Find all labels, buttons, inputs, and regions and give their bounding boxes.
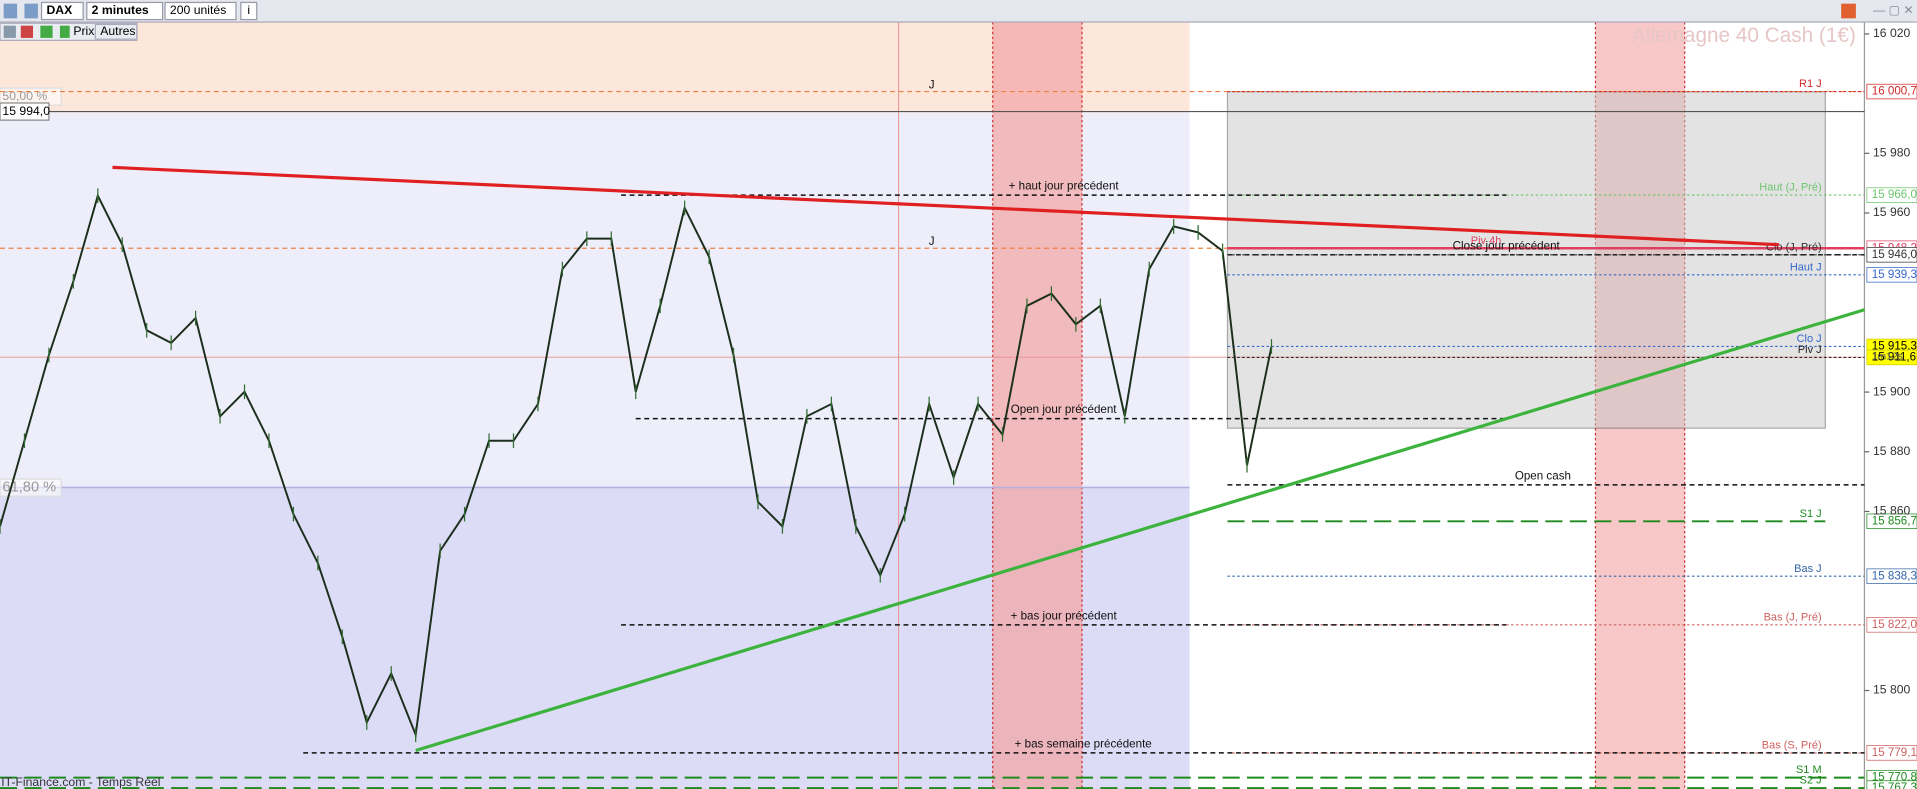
- level-name: Piv J: [1798, 344, 1822, 356]
- annotation: Open cash: [1515, 469, 1571, 482]
- left-label-box: [0, 102, 50, 121]
- annotation: Open jour précédent: [1011, 403, 1118, 416]
- annotation: J: [929, 235, 935, 248]
- level-price: 15 939,3: [1872, 268, 1917, 281]
- icon[interactable]: [3, 25, 16, 38]
- level-name: Bas (J, Pré): [1764, 611, 1822, 623]
- level-price: 15 838,3: [1872, 569, 1917, 582]
- level-name: S2 J: [1800, 775, 1822, 787]
- icon[interactable]: [20, 25, 34, 38]
- trendline: [112, 165, 1779, 247]
- level-price: 15 856,7: [1872, 514, 1917, 527]
- annotation: Close jour précédent: [1453, 239, 1561, 252]
- level-name: Bas J: [1794, 563, 1822, 575]
- level-name: Piv 4h: [1471, 235, 1502, 247]
- level-price: 15 822,0: [1872, 618, 1917, 631]
- left-label: 15 994,0: [2, 104, 50, 118]
- level-price-box: [1866, 780, 1917, 789]
- level-name: Bas (S, Pré): [1762, 739, 1822, 751]
- level-price: 15 767,3: [1872, 781, 1917, 789]
- toolbar: [0, 0, 1917, 23]
- level-price: 15 946,0: [1872, 248, 1917, 261]
- level-name: Clo (J, Pré): [1766, 241, 1822, 253]
- trendline: [415, 308, 1865, 753]
- price-axis: [1864, 22, 1917, 789]
- y-tick-label: 15 900: [1873, 384, 1911, 398]
- window-min[interactable]: — ▢ ✕: [1873, 3, 1914, 17]
- units-select[interactable]: [164, 1, 237, 21]
- level-name: R1 J: [1799, 78, 1822, 90]
- level-price: 15 779,1: [1872, 746, 1917, 759]
- level-price-box: [1866, 267, 1917, 283]
- level-price: 15 915,3: [1872, 339, 1917, 352]
- y-tick-label: 15 880: [1873, 444, 1911, 458]
- level-price: 16 000,7: [1872, 85, 1917, 98]
- button-frame: [94, 23, 138, 40]
- info: i: [247, 3, 250, 17]
- zone-fib: [0, 485, 1190, 789]
- plot: Allemagne 40 Cash (1€) 50,00 %15 994,0 61,…: [0, 24, 1917, 789]
- level-price-box: [1866, 745, 1917, 761]
- zone-peach: [0, 22, 1190, 113]
- level-price-box: [1866, 83, 1917, 100]
- timeframe: 2 minutes: [92, 3, 149, 17]
- level-name: Haut (J, Pré): [1759, 182, 1821, 194]
- icon[interactable]: [59, 25, 70, 38]
- chart-title: Allemagne 40 Cash (1€): [1632, 24, 1856, 47]
- y-tick-label: 15 860: [1873, 504, 1911, 518]
- timeframe-select[interactable]: [86, 1, 164, 21]
- icon[interactable]: [3, 3, 18, 19]
- level-price-box: [1866, 513, 1917, 530]
- level-price-box: [1866, 349, 1917, 366]
- button-autres[interactable]: Autres: [100, 24, 135, 38]
- annotation: + haut jour précédent: [1009, 180, 1120, 193]
- level-price: 15 911,6: [1872, 351, 1916, 364]
- y-tick-label: 15 800: [1873, 683, 1911, 697]
- y-tick-label: 16 020: [1873, 26, 1911, 40]
- countdown: 1m12s: [1872, 352, 1903, 363]
- level-name: Haut J: [1790, 261, 1822, 273]
- annotation: + bas semaine précédente: [1015, 737, 1152, 750]
- level-name: S1 J: [1800, 508, 1822, 520]
- left-label: 61,80 %: [2, 479, 56, 495]
- level-price-box: [1866, 187, 1917, 203]
- info-button[interactable]: [240, 1, 258, 21]
- level-price-box: [1866, 247, 1917, 263]
- left-label: 50,00 %: [2, 89, 47, 103]
- annotation: J: [929, 78, 935, 91]
- zone-light: [0, 112, 1190, 486]
- level-name: S1 M: [1796, 764, 1822, 776]
- annotation: + bas jour précédent: [1011, 609, 1118, 622]
- level-name: Clo J: [1797, 333, 1822, 345]
- button-prix[interactable]: Prix: [73, 24, 94, 38]
- units: 200 unités: [170, 3, 226, 17]
- left-label-box: [0, 478, 62, 497]
- icon[interactable]: [40, 25, 53, 38]
- range-box: [1226, 91, 1826, 429]
- footer: IT-Finance.com - Temps Réel: [1, 775, 160, 789]
- y-tick-label: 15 980: [1873, 146, 1911, 160]
- level-price-box: [1866, 617, 1917, 633]
- instrument: DAX: [46, 3, 73, 17]
- icon[interactable]: [24, 3, 38, 19]
- icon[interactable]: [1841, 3, 1856, 19]
- level-price: 15 966,0: [1872, 188, 1917, 201]
- instrument-select[interactable]: [40, 1, 84, 21]
- y-tick-label: 15 960: [1873, 205, 1911, 219]
- level-price-box: [1866, 568, 1917, 584]
